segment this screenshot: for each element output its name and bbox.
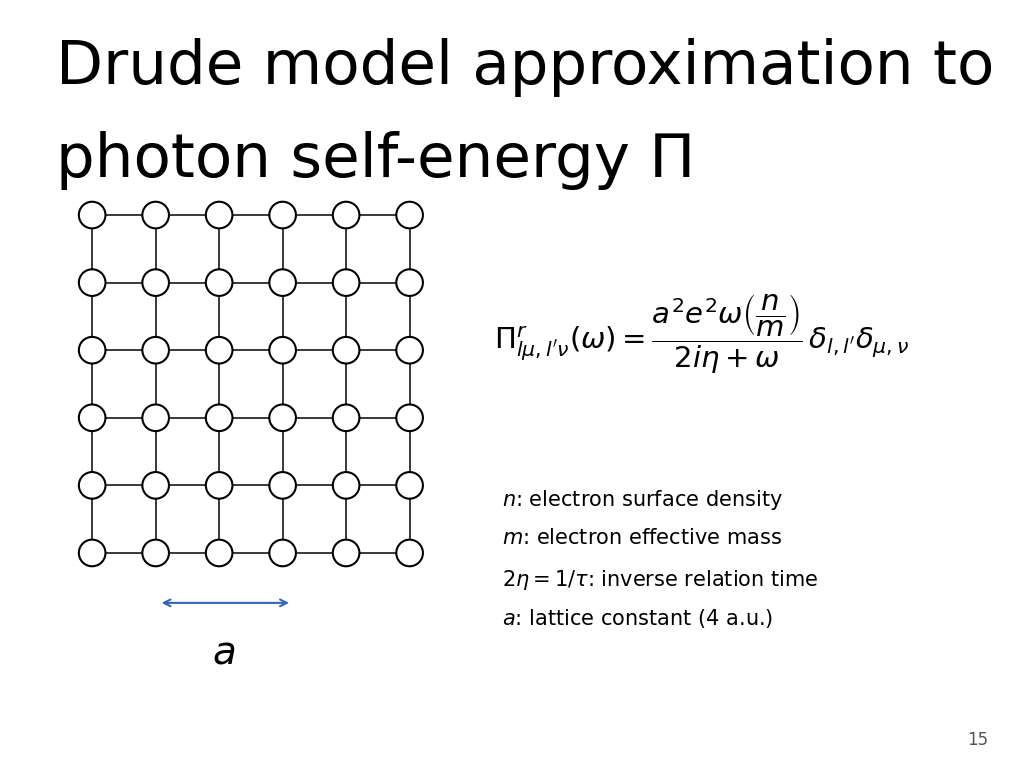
Ellipse shape (79, 540, 105, 566)
Text: $a$: $a$ (212, 634, 234, 671)
Ellipse shape (79, 405, 105, 431)
Ellipse shape (79, 202, 105, 228)
Ellipse shape (206, 472, 232, 498)
Text: $\Pi^{r}_{l\mu,l'\nu}(\omega) = \dfrac{a^2 e^2 \omega \left(\dfrac{n}{m}\right)}: $\Pi^{r}_{l\mu,l'\nu}(\omega) = \dfrac{a… (494, 293, 909, 376)
Text: $m$: electron effective mass: $m$: electron effective mass (502, 528, 781, 548)
Ellipse shape (142, 540, 169, 566)
Ellipse shape (396, 270, 423, 296)
Ellipse shape (142, 472, 169, 498)
Ellipse shape (333, 405, 359, 431)
Ellipse shape (79, 472, 105, 498)
Ellipse shape (142, 202, 169, 228)
Text: $n$: electron surface density: $n$: electron surface density (502, 488, 782, 511)
Text: photon self-energy Π: photon self-energy Π (56, 131, 695, 190)
Text: $a$: lattice constant (4 a.u.): $a$: lattice constant (4 a.u.) (502, 607, 773, 631)
Ellipse shape (396, 540, 423, 566)
Ellipse shape (206, 405, 232, 431)
Ellipse shape (396, 472, 423, 498)
Ellipse shape (142, 337, 169, 363)
Ellipse shape (396, 202, 423, 228)
Ellipse shape (269, 540, 296, 566)
Ellipse shape (79, 270, 105, 296)
Ellipse shape (333, 472, 359, 498)
Ellipse shape (206, 202, 232, 228)
Ellipse shape (396, 337, 423, 363)
Ellipse shape (333, 337, 359, 363)
Ellipse shape (269, 472, 296, 498)
Ellipse shape (206, 337, 232, 363)
Ellipse shape (142, 270, 169, 296)
Ellipse shape (396, 405, 423, 431)
Ellipse shape (269, 337, 296, 363)
Ellipse shape (269, 270, 296, 296)
Ellipse shape (333, 270, 359, 296)
Ellipse shape (206, 540, 232, 566)
Ellipse shape (333, 540, 359, 566)
Text: Drude model approximation to: Drude model approximation to (56, 38, 994, 98)
Ellipse shape (142, 405, 169, 431)
Ellipse shape (269, 202, 296, 228)
Text: $2\eta = 1/\tau$: inverse relation time: $2\eta = 1/\tau$: inverse relation time (502, 568, 818, 591)
Ellipse shape (269, 405, 296, 431)
Ellipse shape (206, 270, 232, 296)
Text: 15: 15 (967, 731, 988, 749)
Ellipse shape (333, 202, 359, 228)
Ellipse shape (79, 337, 105, 363)
